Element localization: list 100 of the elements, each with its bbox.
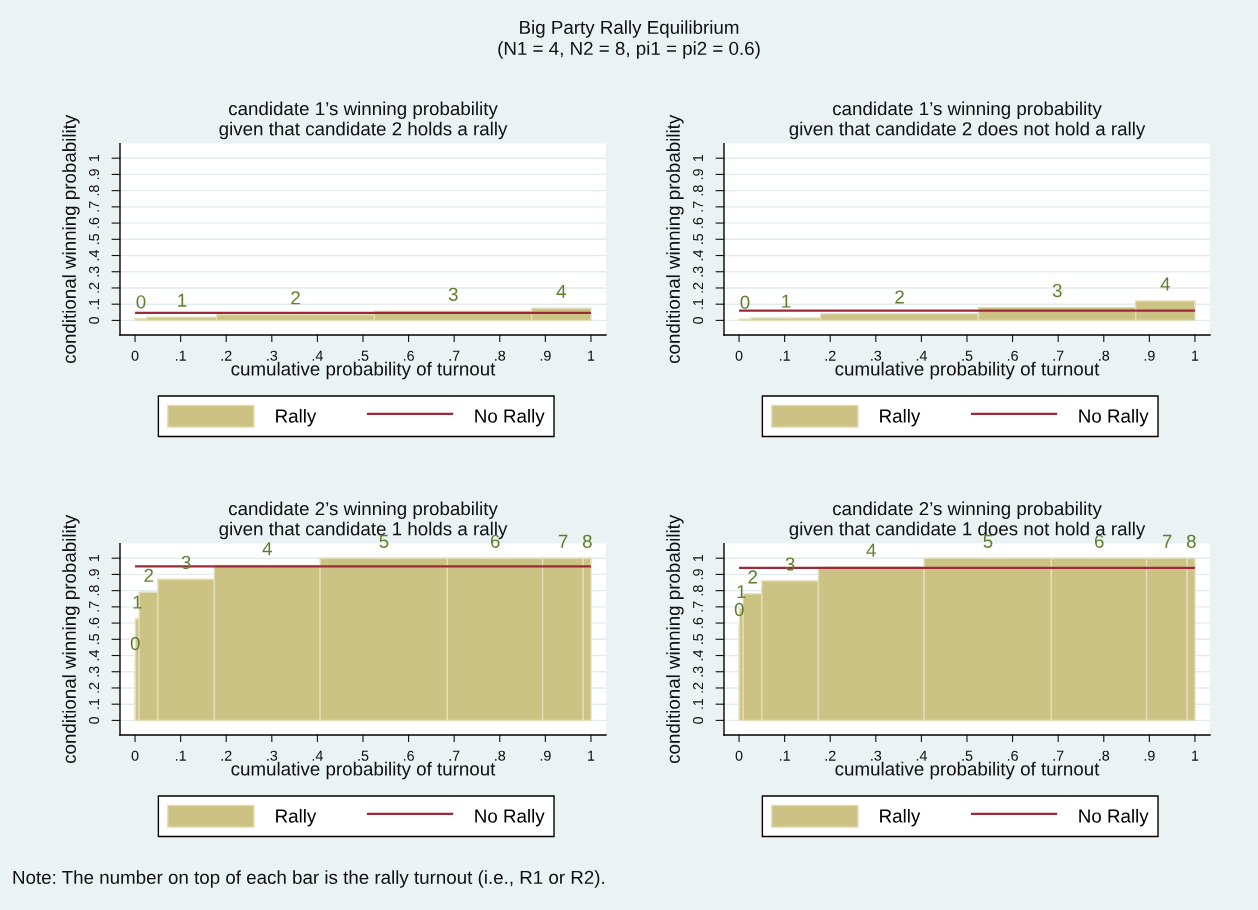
chart-title: candidate 1’s winning probability given that candidate 2 holds a rally <box>219 101 508 140</box>
annotation: 0 <box>136 295 146 309</box>
x-tick-label: 1 <box>588 750 595 761</box>
annotation: 0 <box>740 295 750 309</box>
annotation: 0 <box>734 602 744 617</box>
y-tick-label: .2 <box>88 282 99 293</box>
text: Note: The number on top of each bar is the rally turnout (i.e., R1 or R2). <box>13 870 604 888</box>
x-tick-label: .7 <box>1053 750 1064 761</box>
annotation: 4 <box>1160 277 1170 291</box>
y-axis-title: conditional winning probability <box>666 114 684 364</box>
y-tick-label: 0 <box>692 316 704 324</box>
annotation: 1 <box>782 294 791 308</box>
annotation: 2 <box>144 568 153 582</box>
x-tick-label: .3 <box>871 750 882 761</box>
x-tick-label: .8 <box>1099 350 1110 361</box>
y-axis-title: conditional winning probability <box>62 514 80 764</box>
legend-label: No Rally <box>1079 408 1149 427</box>
y-tick-label: .5 <box>89 633 100 644</box>
legend-label: Rally <box>276 408 317 427</box>
x-tick-label: .3 <box>267 750 278 761</box>
y-tick-label: .3 <box>692 666 704 677</box>
x-tick-label: 1 <box>1192 750 1199 761</box>
y-axis-title: conditional winning probability <box>62 114 80 364</box>
x-tick-label: .5 <box>962 750 973 761</box>
chart-title: candidate 1’s winning probability given that candidate 2 does not hold a rally <box>789 101 1146 140</box>
x-axis-title: cumulative probability of turnout <box>835 761 1100 780</box>
y-tick-label: .1 <box>693 698 703 709</box>
y-tick-label: 0 <box>692 716 704 724</box>
annotation: 3 <box>1052 283 1062 298</box>
x-tick-label: .9 <box>1144 750 1155 761</box>
y-tick-label: .4 <box>693 649 703 661</box>
y-tick-label: 1 <box>693 554 703 562</box>
x-tick-label: .1 <box>175 350 186 361</box>
y-tick-label: .1 <box>89 298 99 309</box>
y-tick-label: .6 <box>88 617 100 628</box>
x-axis-title: cumulative probability of turnout <box>835 361 1100 380</box>
legend-label: Rally <box>880 408 921 427</box>
x-tick-label: .4 <box>312 750 323 761</box>
y-tick-label: .7 <box>89 201 99 212</box>
x-tick-label: .5 <box>358 350 369 361</box>
annotation: 7 <box>558 534 568 548</box>
x-tick-label: .7 <box>449 350 460 361</box>
y-tick-label: 0 <box>88 716 100 724</box>
x-tick-label: .3 <box>267 350 278 361</box>
y-tick-label: .9 <box>88 169 100 180</box>
annotation: 1 <box>178 293 187 307</box>
x-tick-label: .5 <box>358 750 369 761</box>
y-tick-label: .8 <box>88 585 100 596</box>
y-tick-label: 1 <box>693 154 703 162</box>
y-tick-label: .5 <box>693 233 704 244</box>
x-tick-label: .4 <box>312 350 323 361</box>
annotation: 8 <box>1186 534 1196 548</box>
y-tick-label: .1 <box>693 298 703 309</box>
x-tick-label: .6 <box>1007 350 1018 361</box>
y-tick-label: .8 <box>692 585 704 596</box>
x-tick-label: .9 <box>1144 350 1155 361</box>
x-tick-label: 0 <box>131 350 139 361</box>
x-tick-label: .2 <box>825 750 836 761</box>
x-tick-label: .7 <box>1053 350 1064 361</box>
y-tick-label: .6 <box>88 217 100 228</box>
y-tick-label: .4 <box>693 249 703 261</box>
y-tick-label: .5 <box>693 633 704 644</box>
x-tick-label: 1 <box>588 350 595 361</box>
legend-label: No Rally <box>475 408 545 427</box>
x-tick-label: .2 <box>221 350 232 361</box>
y-tick-label: .2 <box>88 682 99 693</box>
x-tick-label: .6 <box>1007 750 1018 761</box>
y-tick-label: .8 <box>692 185 704 196</box>
y-tick-label: .8 <box>88 185 100 196</box>
y-tick-label: 1 <box>89 154 99 162</box>
annotation: 8 <box>582 534 592 548</box>
y-tick-label: .6 <box>692 217 704 228</box>
annotation: 2 <box>895 290 904 304</box>
legend-label: No Rally <box>475 808 545 827</box>
y-tick-label: .5 <box>89 233 100 244</box>
x-axis-title: cumulative probability of turnout <box>231 761 496 780</box>
x-tick-label: .8 <box>1099 750 1110 761</box>
y-tick-label: .6 <box>692 617 704 628</box>
annotation: 4 <box>262 542 272 556</box>
x-tick-label: .1 <box>779 350 790 361</box>
y-tick-label: .4 <box>89 249 99 261</box>
y-tick-label: .2 <box>692 282 703 293</box>
y-tick-label: .7 <box>89 601 99 612</box>
annotation: 2 <box>748 570 757 584</box>
x-tick-label: .9 <box>540 350 551 361</box>
x-tick-label: .4 <box>916 350 927 361</box>
y-tick-label: .3 <box>88 266 100 277</box>
x-tick-label: .2 <box>221 750 232 761</box>
y-tick-label: 0 <box>88 316 100 324</box>
y-tick-label: .4 <box>89 649 99 661</box>
x-tick-label: .4 <box>916 750 927 761</box>
x-tick-label: .2 <box>825 350 836 361</box>
y-tick-label: .7 <box>693 601 703 612</box>
x-tick-label: 0 <box>735 750 743 761</box>
annotation: 6 <box>1094 534 1104 548</box>
y-tick-label: .3 <box>692 266 704 277</box>
annotation: 4 <box>556 284 566 298</box>
text: Big Party Rally Equilibrium <box>520 20 739 38</box>
y-tick-label: .9 <box>692 169 704 180</box>
y-tick-label: .3 <box>88 666 100 677</box>
